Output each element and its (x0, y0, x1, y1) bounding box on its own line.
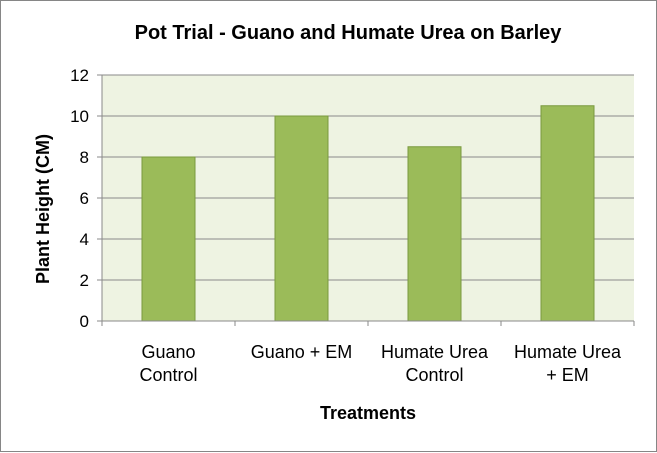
y-tick-label: 6 (80, 189, 89, 208)
bar (141, 156, 196, 322)
bar (540, 105, 595, 322)
y-tick-label: 8 (80, 148, 89, 167)
y-tick-label: 4 (80, 230, 89, 249)
chart-title: Pot Trial - Guano and Humate Urea on Bar… (135, 22, 563, 44)
y-axis-title: Plant Height (CM) (33, 134, 53, 284)
x-tick-label: Guano Control (139, 342, 197, 385)
axes (101, 75, 635, 326)
bars (141, 105, 595, 322)
y-tick-label: 12 (70, 66, 89, 85)
y-tick-label: 0 (80, 312, 89, 331)
bar (274, 115, 329, 322)
x-tick-label: Humate Urea Control (381, 342, 489, 385)
x-tick-label: Guano + EM (251, 342, 353, 362)
y-tick-label: 2 (80, 271, 89, 290)
x-tick-label: Humate Urea + EM (514, 342, 622, 385)
y-tick-label: 10 (70, 107, 89, 126)
x-axis-title: Treatments (320, 403, 416, 423)
x-tick-labels: Guano Control Guano + EM Humate Urea Control… (139, 342, 622, 385)
y-tick-labels: 0 2 4 6 8 10 12 (70, 66, 89, 331)
bar (407, 146, 462, 322)
